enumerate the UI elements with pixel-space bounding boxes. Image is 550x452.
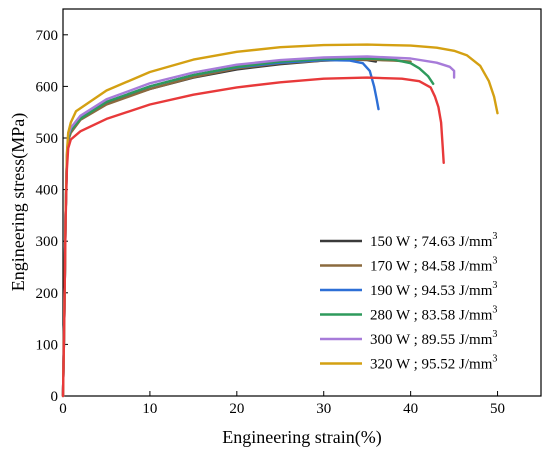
x-tick-label: 30	[316, 401, 331, 417]
x-tick-label: 0	[59, 401, 67, 417]
plot-frame	[62, 8, 542, 397]
y-tick-label: 300	[36, 234, 59, 250]
legend: 150 W ; 74.63 J/mm3 170 W ; 84.58 J/mm3 19…	[320, 231, 497, 373]
x-tick-label: 10	[142, 401, 157, 417]
series-line-2	[61, 58, 380, 398]
series-line-1	[61, 58, 412, 398]
y-tick-label: 100	[36, 337, 59, 353]
x-tick-label: 50	[490, 401, 505, 417]
x-tick-label: 20	[229, 401, 244, 417]
y-axis-title: Engineering stress(MPa)	[8, 113, 29, 291]
series-lines	[61, 43, 499, 398]
legend-label: 320 W ; 95.52 J/mm3	[370, 354, 497, 373]
legend-label: 300 W ; 89.55 J/mm3	[370, 329, 497, 348]
legend-label: 280 W ; 83.58 J/mm3	[370, 305, 497, 324]
legend-label: 150 W ; 74.63 J/mm3	[370, 231, 497, 250]
y-tick-label: 0	[51, 389, 59, 405]
series-line-0	[61, 58, 378, 398]
y-tick-label: 600	[36, 79, 59, 95]
legend-label: 190 W ; 94.53 J/mm3	[370, 280, 497, 299]
y-tick-label: 500	[36, 131, 59, 147]
y-tick-label: 200	[36, 286, 59, 302]
legend-label: 170 W ; 84.58 J/mm3	[370, 256, 497, 275]
series-line-6	[61, 76, 445, 398]
x-tick-label: 40	[403, 401, 418, 417]
y-tick-label: 400	[36, 183, 59, 199]
x-axis-title: Engineering strain(%)	[222, 427, 381, 448]
series-line-5	[61, 43, 499, 398]
y-tick-label: 700	[36, 28, 59, 44]
